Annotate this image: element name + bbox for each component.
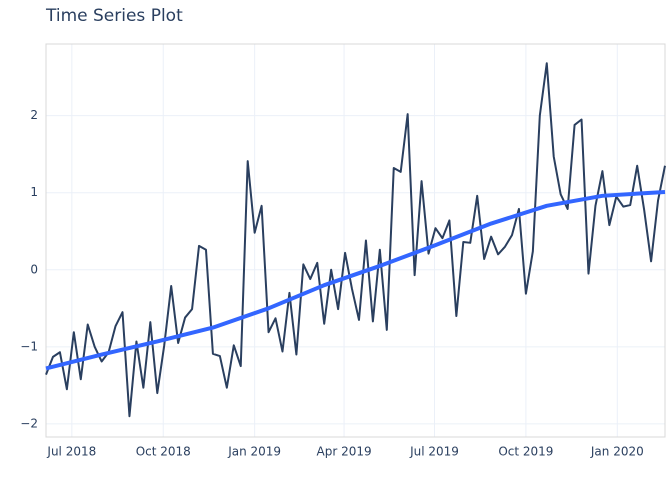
x-tick-label: Oct 2018 xyxy=(136,445,191,459)
plot-frame xyxy=(45,43,666,438)
x-tick-label: Apr 2019 xyxy=(317,445,372,459)
y-tick-label: −2 xyxy=(20,416,38,430)
x-tick-label: Jul 2019 xyxy=(409,445,459,459)
y-tick-label: −1 xyxy=(20,339,38,353)
x-tick-label: Jul 2018 xyxy=(46,445,96,459)
x-tick-label: Oct 2019 xyxy=(498,445,553,459)
y-tick-label: 0 xyxy=(30,262,38,276)
trend-line xyxy=(45,189,666,371)
x-tick-label: Jan 2020 xyxy=(590,445,644,459)
x-tick-label: Jan 2019 xyxy=(227,445,281,459)
series-line xyxy=(45,62,666,418)
y-tick-label: 1 xyxy=(30,185,38,199)
y-tick-label: 2 xyxy=(30,108,38,122)
chart-title: Time Series Plot xyxy=(45,6,183,26)
